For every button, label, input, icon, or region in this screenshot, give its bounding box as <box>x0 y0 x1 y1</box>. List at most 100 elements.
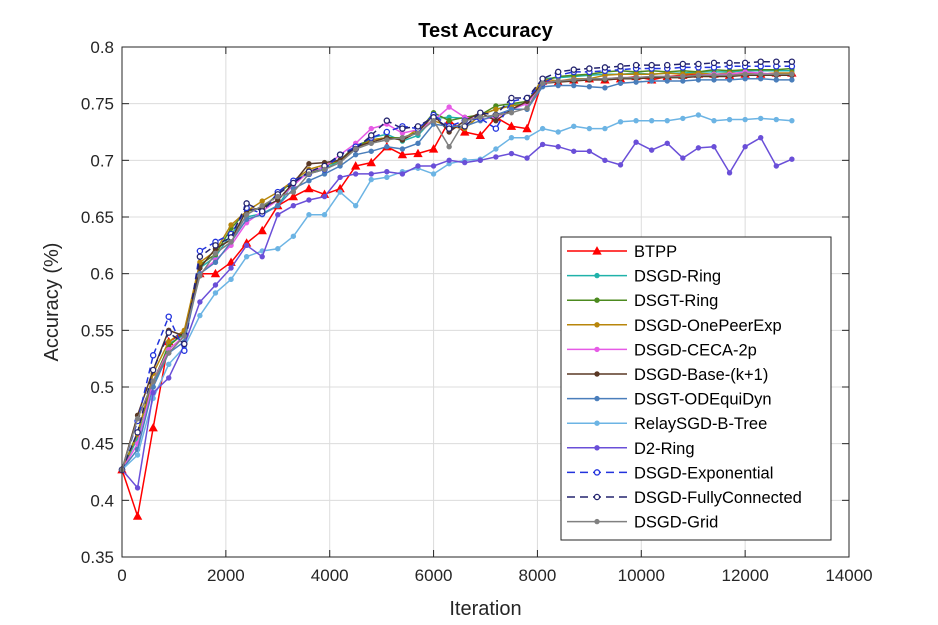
data-point <box>197 259 203 266</box>
data-point <box>228 222 234 228</box>
x-tick-label: 8000 <box>519 566 557 585</box>
data-point <box>789 77 795 83</box>
data-point <box>601 64 609 71</box>
data-point <box>306 212 312 218</box>
data-point <box>306 178 312 184</box>
data-point <box>258 208 266 215</box>
data-point <box>304 183 314 193</box>
data-point <box>648 61 655 69</box>
y-tick-label: 0.6 <box>90 265 114 284</box>
data-point <box>555 129 561 135</box>
data-point <box>679 60 687 68</box>
data-point <box>524 134 530 141</box>
data-point <box>632 61 640 69</box>
data-point <box>197 273 203 279</box>
data-point <box>695 77 702 83</box>
data-point <box>430 163 437 169</box>
data-point <box>460 127 470 136</box>
legend-label: DSGT-ODEquiDyn <box>634 391 772 409</box>
data-point <box>493 154 499 160</box>
legend-label: BTPP <box>634 243 677 261</box>
data-point <box>368 140 374 147</box>
data-point <box>257 225 267 235</box>
data-point <box>522 123 532 133</box>
data-point <box>306 161 312 167</box>
data-point <box>789 71 795 77</box>
data-point <box>773 116 779 123</box>
data-point <box>602 85 608 91</box>
legend-item: DSGD-Grid <box>567 514 718 532</box>
data-point <box>306 197 312 203</box>
data-point <box>726 170 733 176</box>
data-point <box>337 174 343 181</box>
data-point <box>134 429 141 436</box>
data-point <box>446 117 452 124</box>
legend-label: D2-Ring <box>634 440 695 458</box>
data-point <box>352 146 359 152</box>
data-point <box>210 268 221 278</box>
y-tick-label: 0.4 <box>90 491 114 510</box>
data-point <box>711 77 717 83</box>
data-point <box>368 125 374 132</box>
data-point <box>664 78 670 84</box>
data-point <box>726 72 733 79</box>
data-point <box>149 366 157 374</box>
data-point <box>462 117 468 124</box>
data-point <box>243 253 250 260</box>
data-point <box>492 125 500 132</box>
data-point <box>648 73 655 80</box>
legend-marker <box>594 346 600 353</box>
data-point <box>150 389 156 396</box>
data-point <box>399 171 406 177</box>
data-point <box>134 416 141 422</box>
data-point <box>493 117 499 124</box>
data-point <box>711 144 717 150</box>
data-point <box>290 233 297 239</box>
data-point <box>726 59 733 67</box>
data-point <box>321 212 328 218</box>
data-point <box>290 202 297 209</box>
data-point <box>508 94 515 102</box>
data-point <box>524 105 530 111</box>
data-point <box>196 247 204 255</box>
data-point <box>275 193 281 200</box>
data-point <box>352 171 359 177</box>
data-point <box>680 155 686 161</box>
data-point <box>757 58 764 65</box>
data-point <box>664 61 671 69</box>
data-point <box>212 242 219 249</box>
data-point <box>477 157 484 164</box>
data-point <box>742 144 748 150</box>
data-point <box>586 65 593 72</box>
data-point <box>477 109 484 116</box>
legend-label: DSGD-Exponential <box>634 464 773 482</box>
legend-label: DSGT-Ring <box>634 292 718 310</box>
data-point <box>290 189 297 195</box>
data-point <box>275 202 281 209</box>
legend-label: RelaySGD-B-Tree <box>634 415 767 433</box>
data-point <box>493 146 499 152</box>
legend-label: DSGD-CECA-2p <box>634 341 757 359</box>
data-point <box>680 78 686 84</box>
data-point <box>413 148 423 158</box>
data-point <box>758 134 764 141</box>
data-point <box>710 59 718 67</box>
data-point <box>368 171 374 177</box>
data-point <box>430 171 437 177</box>
y-axis-title: Accuracy (%) <box>41 243 63 362</box>
legend-marker <box>594 445 600 451</box>
data-point <box>446 157 452 164</box>
data-point <box>789 156 795 162</box>
x-tick-label: 6000 <box>415 566 453 585</box>
data-point <box>788 58 796 65</box>
y-tick-label: 0.45 <box>81 435 114 454</box>
data-point <box>789 117 795 124</box>
x-tick-label: 12000 <box>722 566 769 585</box>
y-tick-label: 0.75 <box>81 95 114 114</box>
data-point <box>243 200 250 207</box>
data-point <box>508 150 515 157</box>
legend-label: DSGD-FullyConnected <box>634 489 802 507</box>
data-point <box>539 75 546 82</box>
legend-marker <box>592 246 602 255</box>
data-point <box>680 115 686 122</box>
